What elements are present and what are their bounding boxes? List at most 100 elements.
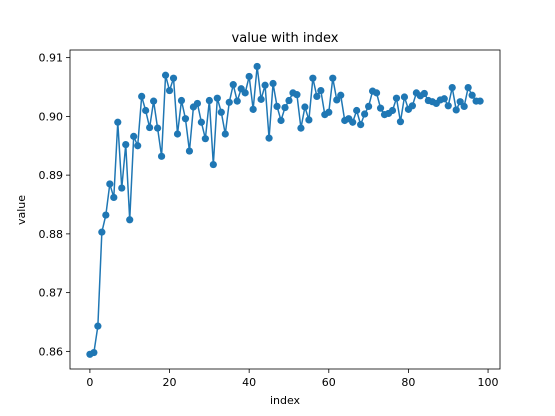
data-point-46 (269, 79, 277, 88)
data-point-56 (309, 74, 317, 82)
data-point-17 (153, 124, 162, 132)
x-tick-label: 100 (478, 376, 499, 389)
data-point-91 (448, 84, 456, 92)
data-point-72 (372, 89, 381, 97)
x-axis: 0 20 40 60 80 100 (86, 369, 499, 389)
data-point-98 (476, 97, 484, 105)
data-point-14 (142, 106, 150, 115)
data-point-13 (138, 92, 146, 101)
data-point-7 (114, 118, 122, 126)
data-point-57 (313, 92, 321, 101)
data-point-61 (329, 74, 337, 82)
data-point-43 (257, 95, 265, 103)
axes-frame (69, 49, 501, 370)
y-tick-label: 0.88 (39, 228, 64, 241)
y-axis-label: value (15, 195, 28, 225)
data-point-5 (106, 180, 114, 188)
data-point-69 (361, 110, 369, 118)
y-tick-label: 0.91 (39, 52, 64, 65)
plot-area (86, 62, 484, 358)
data-point-9 (122, 140, 130, 149)
data-point-67 (353, 106, 361, 115)
data-point-73 (376, 104, 385, 112)
data-point-27 (193, 99, 202, 108)
data-point-40 (245, 72, 253, 81)
data-point-63 (337, 91, 345, 99)
data-point-4 (102, 211, 110, 219)
x-axis-label: index (270, 394, 301, 407)
data-point-45 (265, 134, 273, 142)
data-point-53 (297, 124, 305, 132)
data-point-62 (333, 96, 341, 104)
data-point-28 (197, 118, 205, 126)
data-point-79 (400, 93, 409, 101)
data-point-42 (253, 62, 261, 71)
data-point-89 (440, 95, 448, 103)
data-point-41 (249, 105, 257, 113)
data-point-31 (209, 160, 217, 169)
data-point-24 (181, 115, 190, 123)
data-point-66 (349, 118, 357, 126)
y-tick-label: 0.90 (39, 110, 64, 123)
x-tick-label: 40 (242, 376, 256, 389)
x-tick-label: 80 (401, 376, 415, 389)
data-point-6 (110, 193, 118, 202)
data-point-19 (161, 71, 170, 79)
data-point-1 (90, 348, 98, 357)
data-point-15 (146, 123, 154, 132)
chart-title: value with index (232, 31, 339, 46)
data-point-95 (464, 84, 472, 92)
data-point-54 (301, 103, 309, 111)
data-point-81 (408, 102, 417, 110)
data-point-11 (130, 132, 138, 140)
data-point-68 (357, 121, 365, 129)
data-point-96 (468, 91, 476, 99)
data-point-36 (229, 81, 237, 89)
data-point-8 (118, 184, 126, 192)
x-tick-label: 60 (322, 376, 336, 389)
data-point-49 (281, 103, 289, 112)
data-point-84 (420, 89, 428, 98)
data-point-3 (98, 228, 106, 236)
data-point-77 (392, 94, 401, 102)
data-point-16 (150, 97, 158, 105)
data-point-44 (261, 81, 269, 89)
data-point-58 (317, 86, 325, 95)
data-point-37 (233, 97, 241, 105)
data-point-25 (185, 147, 194, 155)
data-point-39 (241, 89, 249, 97)
data-point-50 (285, 96, 293, 105)
data-point-70 (365, 102, 373, 110)
data-point-32 (213, 94, 221, 102)
data-point-34 (221, 130, 229, 138)
data-point-47 (273, 102, 281, 110)
y-tick-label: 0.87 (39, 287, 64, 300)
data-point-20 (165, 86, 174, 95)
x-tick-label: 20 (163, 376, 177, 389)
data-point-22 (173, 130, 182, 138)
data-point-93 (456, 98, 464, 106)
data-point-90 (444, 102, 452, 110)
data-point-23 (177, 96, 186, 105)
data-point-35 (225, 98, 233, 106)
data-point-29 (201, 135, 209, 143)
data-point-94 (460, 102, 468, 110)
data-point-33 (217, 108, 225, 116)
data-point-52 (293, 91, 301, 99)
data-point-48 (277, 116, 285, 125)
data-point-18 (157, 152, 166, 160)
data-point-21 (169, 74, 178, 82)
data-point-76 (388, 106, 397, 115)
data-point-60 (325, 108, 333, 116)
y-tick-label: 0.89 (39, 169, 64, 182)
data-point-78 (396, 118, 405, 126)
data-point-10 (126, 216, 134, 224)
x-tick-label: 0 (86, 376, 93, 389)
data-point-92 (452, 106, 460, 114)
y-tick-label: 0.86 (39, 345, 64, 358)
y-axis: 0.86 0.87 0.88 0.89 0.90 0.91 (39, 52, 70, 358)
data-point-12 (134, 142, 142, 150)
data-point-2 (94, 322, 102, 330)
data-point-55 (305, 116, 313, 124)
